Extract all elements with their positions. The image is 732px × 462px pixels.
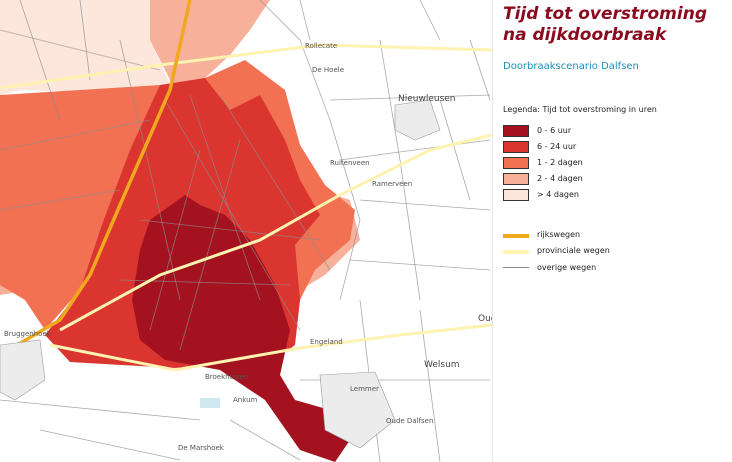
legend-label: > 4 dagen: [537, 190, 579, 199]
map-canvas: [0, 0, 492, 462]
minor-road: [299, 0, 311, 41]
zone-0-6-uur: [132, 195, 350, 462]
minor-road: [419, 0, 441, 41]
minor-road: [149, 149, 201, 331]
place-label-engeland: Engeland: [310, 338, 343, 346]
legend-label: provinciale wegen: [537, 246, 610, 255]
minor-road: [139, 219, 321, 241]
place-label-de-hoele: De Hoele: [312, 66, 345, 74]
zone-1-2-dagen-west: [0, 85, 160, 330]
minor-road: [0, 29, 161, 71]
provincial-road: [49, 323, 492, 372]
map-title: Tijd tot overstroming na dijkdoorbraak: [503, 4, 707, 45]
place-label-ruitenveen: Ruitenveen: [330, 159, 370, 167]
minor-road: [229, 419, 301, 461]
flood-zones: [0, 0, 360, 462]
legend-swatch: [503, 189, 529, 201]
place-label-nieuwleusen: Nieuwleusen: [398, 94, 456, 104]
legend-label: 6 - 24 uur: [537, 142, 577, 151]
place-label-oud: Oud: [478, 314, 492, 324]
place-label-lemmer: Lemmer: [350, 385, 379, 393]
provincial-road: [59, 133, 492, 332]
minor-road: [329, 94, 491, 101]
legend-swatch: [503, 125, 529, 137]
minor-road: [164, 99, 301, 331]
minor-road: [329, 119, 361, 221]
minor-road: [419, 309, 441, 462]
minor-road: [379, 39, 401, 161]
minor-road: [439, 99, 471, 201]
minor-road: [359, 199, 491, 211]
minor-road: [299, 39, 331, 121]
legend-label: rijkswegen: [537, 230, 581, 239]
zone-2-4-dagen-north: [150, 0, 270, 90]
legend-title: Legenda: Tijd tot overstroming in uren: [503, 105, 657, 114]
legend-label: overige wegen: [537, 263, 597, 272]
legend-line-sample: [503, 267, 529, 268]
place-label-welsum: Welsum: [424, 360, 460, 370]
provincial-road: [0, 43, 492, 90]
minor-road: [0, 189, 121, 211]
place-label-ramerveen: Ramerveen: [372, 180, 413, 188]
town-block-nieuwleusen: [394, 99, 441, 141]
minor-road: [79, 0, 91, 81]
provincial-roads: [0, 43, 492, 372]
minor-road: [179, 139, 241, 351]
legend-swatch: [503, 141, 529, 153]
scenario-link[interactable]: Doorbraakscenario Dalfsen: [503, 61, 639, 72]
place-label-rollecate: Rollecate: [305, 42, 338, 50]
town-block-lemmer: [319, 371, 396, 449]
minor-road: [399, 159, 421, 301]
minor-road: [259, 0, 301, 41]
national-road: [0, 0, 192, 357]
flood-map[interactable]: Rollecate De Hoele Nieuwleusen Ruitenvee…: [0, 0, 492, 462]
minor-road: [0, 399, 201, 421]
minor-road: [339, 139, 491, 161]
legend-swatch: [503, 173, 529, 185]
legend-panel: Tijd tot overstroming na dijkdoorbraak D…: [492, 0, 732, 462]
minor-road: [349, 259, 491, 271]
place-label-broekhuizen: Broekhuizen: [205, 373, 249, 381]
legend-label: 2 - 4 dagen: [537, 174, 583, 183]
minor-road: [189, 94, 261, 301]
zone-over-4-dagen: [0, 0, 175, 95]
place-label-bruggenhoek: Bruggenhoek: [4, 330, 51, 338]
legend-swatch: [503, 157, 529, 169]
place-label-de-marshoek: De Marshoek: [178, 444, 224, 452]
legend-line-sample: [503, 250, 529, 254]
minor-roads: [0, 0, 491, 462]
minor-road: [219, 94, 331, 271]
minor-road: [39, 429, 181, 461]
legend-line-sample: [503, 234, 529, 238]
town-blocks: [0, 99, 441, 449]
minor-road: [19, 0, 61, 121]
national-roads: [0, 0, 192, 357]
town-block-west: [0, 339, 46, 401]
minor-road: [0, 119, 151, 151]
legend-label: 0 - 6 uur: [537, 126, 572, 135]
legend-label: 1 - 2 dagen: [537, 158, 583, 167]
water-patch: [200, 398, 220, 408]
place-label-oude-dalfsen: Oude Dalfsen: [386, 417, 434, 425]
place-label-ankum: Ankum: [233, 396, 258, 404]
